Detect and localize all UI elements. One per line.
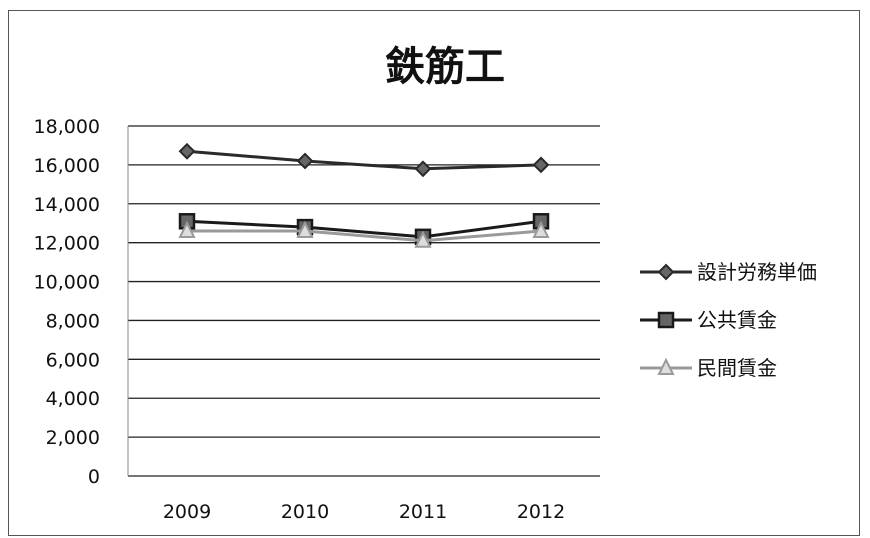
data-point [296, 152, 314, 170]
series-triangle [178, 220, 550, 248]
series-diamond [178, 142, 550, 178]
x-tick-label: 2010 [281, 501, 329, 523]
x-tick-label: 2012 [517, 501, 565, 523]
legend-label: 設計労務単価 [697, 260, 817, 284]
y-tick-label: 6,000 [46, 349, 100, 371]
data-point [296, 220, 314, 238]
legend-entry: 公共賃金 [640, 308, 777, 332]
series-layer [178, 142, 550, 248]
x-tick-label: 2009 [163, 501, 211, 523]
series-line [187, 229, 542, 243]
legend-marker [657, 263, 675, 281]
gridlines [127, 125, 600, 477]
legend-entry: 設計労務単価 [640, 260, 817, 284]
y-tick-label: 12,000 [34, 233, 100, 255]
data-point [178, 142, 196, 160]
series-square [178, 213, 550, 246]
data-point [178, 220, 196, 238]
legend-marker [657, 311, 675, 329]
chart-title: 鉄筋工 [385, 44, 505, 90]
series-line [186, 149, 542, 171]
data-point [532, 156, 550, 174]
legend-entry: 民間賃金 [640, 356, 777, 380]
data-point [414, 160, 432, 178]
y-tick-label: 4,000 [46, 388, 100, 410]
y-tick-label: 14,000 [34, 194, 100, 216]
y-tick-label: 18,000 [34, 116, 100, 138]
legend-label: 公共賃金 [697, 308, 777, 332]
y-tick-label: 10,000 [34, 272, 100, 294]
chart-frame [8, 10, 860, 536]
series-line [186, 219, 542, 239]
x-tick-label: 2011 [399, 501, 447, 523]
y-tick-label: 2,000 [46, 427, 100, 449]
y-axis-ticks: 0 2,000 4,000 6,000 8,000 10,000 12,000 14,000 1… [34, 116, 100, 488]
y-tick-label: 16,000 [34, 155, 100, 177]
x-axis-ticks: 2009 2010 2011 2012 [163, 501, 565, 523]
y-tick-label: 0 [88, 466, 100, 488]
data-point [532, 220, 550, 238]
legend-label: 民間賃金 [697, 356, 777, 380]
y-tick-label: 8,000 [46, 310, 100, 332]
data-point [414, 230, 432, 248]
legend-marker [657, 357, 675, 375]
